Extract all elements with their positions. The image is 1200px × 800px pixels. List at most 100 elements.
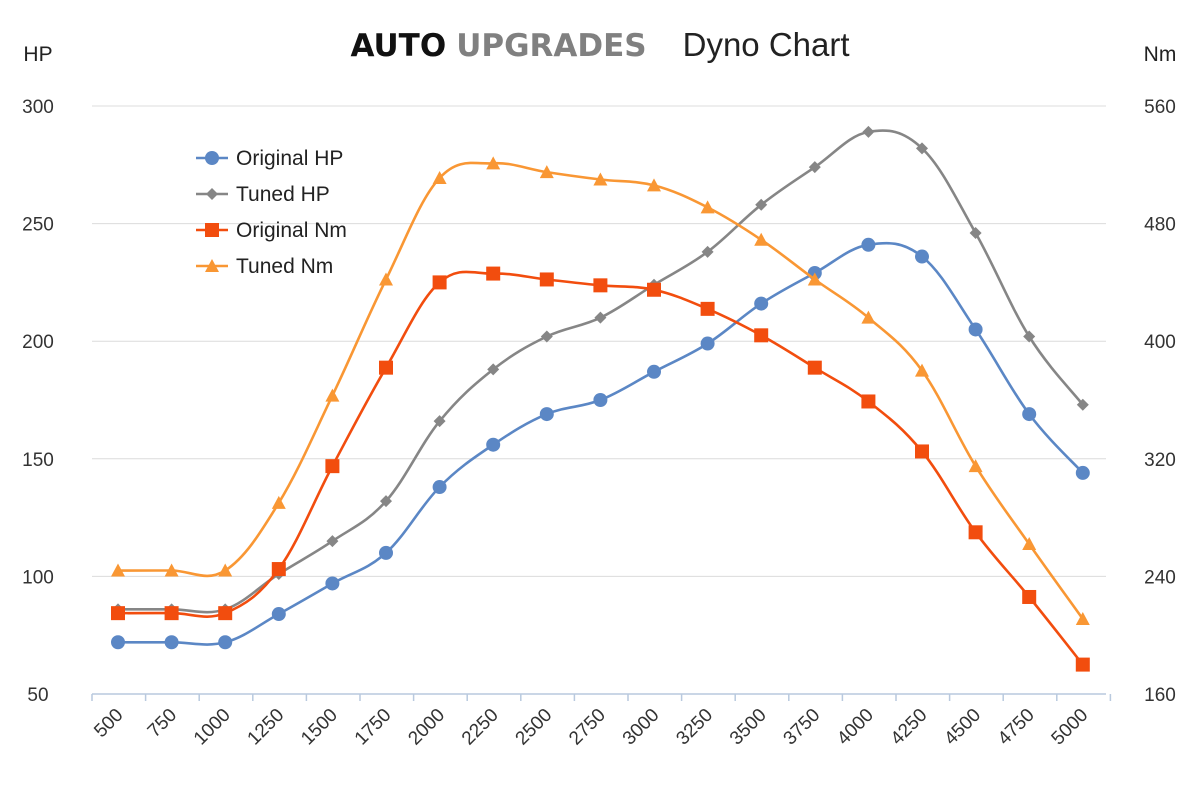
y2-tick-label: 480	[1144, 215, 1176, 236]
x-tick-label: 3750	[780, 705, 825, 750]
x-tick-label: 2250	[458, 705, 503, 750]
data-point-original-hp	[754, 296, 769, 311]
data-point-original-nm	[647, 282, 661, 297]
x-tick-label: 3000	[619, 705, 664, 750]
x-tick-label: 5000	[1048, 705, 1093, 750]
data-point-tuned-nm	[218, 563, 233, 577]
y-tick-label: 50	[27, 685, 48, 706]
data-point-original-nm	[325, 459, 340, 474]
data-point-original-hp	[432, 480, 447, 495]
data-point-tuned-hp	[594, 311, 607, 324]
data-point-tuned-nm	[379, 272, 393, 286]
x-tick-label: 4750	[994, 705, 1039, 750]
data-point-tuned-hp	[380, 495, 392, 508]
data-point-original-hp	[218, 635, 233, 650]
x-tick-label: 1750	[351, 705, 396, 750]
series-original-hp	[111, 237, 1090, 650]
data-point-original-nm	[164, 606, 179, 621]
legend-label: Original Nm	[236, 219, 347, 242]
x-tick-label: 2000	[404, 705, 449, 750]
data-point-tuned-nm	[164, 563, 179, 577]
data-point-original-nm	[968, 525, 983, 540]
data-point-original-nm	[754, 328, 769, 343]
data-point-original-hp	[486, 437, 501, 452]
data-point-tuned-nm	[861, 310, 876, 324]
data-point-original-nm	[432, 275, 447, 290]
x-axis-tick-labels: 500 750 1000 1250 1500 1750 2000 2250 2500 2750 30…	[90, 705, 1092, 750]
data-point-original-hp	[647, 364, 661, 379]
legend-item-tuned-hp: Tuned HP	[196, 183, 330, 206]
data-point-original-nm	[700, 301, 715, 316]
data-point-original-hp	[271, 607, 286, 622]
data-point-original-hp	[164, 635, 179, 650]
data-point-tuned-hp	[1023, 330, 1036, 343]
data-point-tuned-hp	[487, 363, 500, 376]
legend-label: Tuned HP	[236, 183, 330, 206]
y2-tick-label: 320	[1144, 450, 1176, 471]
data-point-original-nm	[486, 266, 501, 281]
data-point-original-hp	[700, 336, 715, 351]
data-point-tuned-nm	[486, 156, 501, 170]
data-point-tuned-nm	[539, 165, 554, 179]
title-brand-upgrades: UPGRADES	[456, 28, 646, 64]
x-tick-label: 2750	[565, 705, 610, 750]
data-point-original-hp	[593, 393, 608, 407]
data-point-original-nm	[539, 272, 554, 287]
data-point-tuned-hp	[969, 227, 982, 240]
left-axis-tick-labels: 50 100 150 200 250 300	[22, 97, 54, 706]
data-point-original-hp	[379, 545, 393, 560]
legend-swatch-marker	[205, 223, 219, 237]
y-tick-label: 250	[22, 215, 54, 236]
data-point-tuned-hp	[862, 125, 875, 138]
data-point-tuned-nm	[432, 171, 447, 185]
x-tick-label: 4250	[887, 705, 932, 750]
data-point-original-nm	[218, 606, 233, 621]
data-point-original-nm	[1022, 589, 1037, 604]
data-point-tuned-hp	[701, 245, 714, 258]
x-tick-label: 1250	[244, 705, 289, 750]
legend-label: Original HP	[236, 147, 343, 170]
x-tick-label: 4000	[833, 705, 878, 750]
data-point-original-nm	[1075, 657, 1090, 672]
y-tick-label: 150	[22, 450, 54, 471]
x-tick-label: 750	[144, 705, 181, 742]
data-point-original-hp	[1022, 407, 1037, 422]
data-point-tuned-nm	[968, 459, 983, 473]
x-tick-label: 1500	[297, 705, 342, 750]
data-point-original-hp	[861, 237, 876, 252]
data-point-original-hp	[968, 322, 983, 337]
gridlines	[92, 105, 1106, 577]
x-tick-label: 3250	[672, 705, 717, 750]
legend: Original HP Tuned HP Original Nm Tuned Nm	[196, 147, 347, 278]
right-axis-unit: Nm	[1144, 43, 1177, 66]
data-point-tuned-hp	[540, 330, 553, 343]
y-tick-label: 100	[22, 567, 54, 588]
data-point-original-hp	[915, 249, 929, 264]
series-tuned-nm	[111, 156, 1090, 626]
chart-title: AUTO UPGRADES Dyno Chart	[350, 26, 849, 64]
data-point-tuned-hp	[433, 415, 446, 428]
axes	[91, 693, 1112, 701]
data-point-tuned-nm	[754, 232, 769, 246]
data-point-original-hp	[325, 576, 340, 591]
series-line-original-nm	[117, 270, 1084, 666]
data-point-tuned-nm	[325, 388, 340, 402]
left-axis-unit: HP	[23, 43, 52, 66]
y2-tick-label: 160	[1144, 685, 1176, 706]
data-point-original-nm	[915, 444, 929, 459]
data-point-tuned-hp	[916, 142, 928, 155]
legend-item-original-hp: Original HP	[196, 147, 343, 170]
data-point-original-nm	[271, 562, 286, 577]
data-point-original-nm	[861, 394, 876, 409]
data-point-tuned-nm	[807, 272, 822, 286]
data-point-tuned-nm	[1022, 537, 1037, 551]
series-line-tuned-nm	[117, 161, 1084, 620]
data-point-original-hp	[1075, 465, 1090, 480]
legend-label: Tuned Nm	[236, 255, 333, 278]
data-point-tuned-hp	[755, 198, 768, 211]
x-tick-label: 500	[90, 705, 127, 742]
y2-tick-label: 560	[1144, 97, 1176, 118]
title-subtitle: Dyno Chart	[683, 26, 850, 63]
data-point-original-nm	[807, 360, 822, 375]
